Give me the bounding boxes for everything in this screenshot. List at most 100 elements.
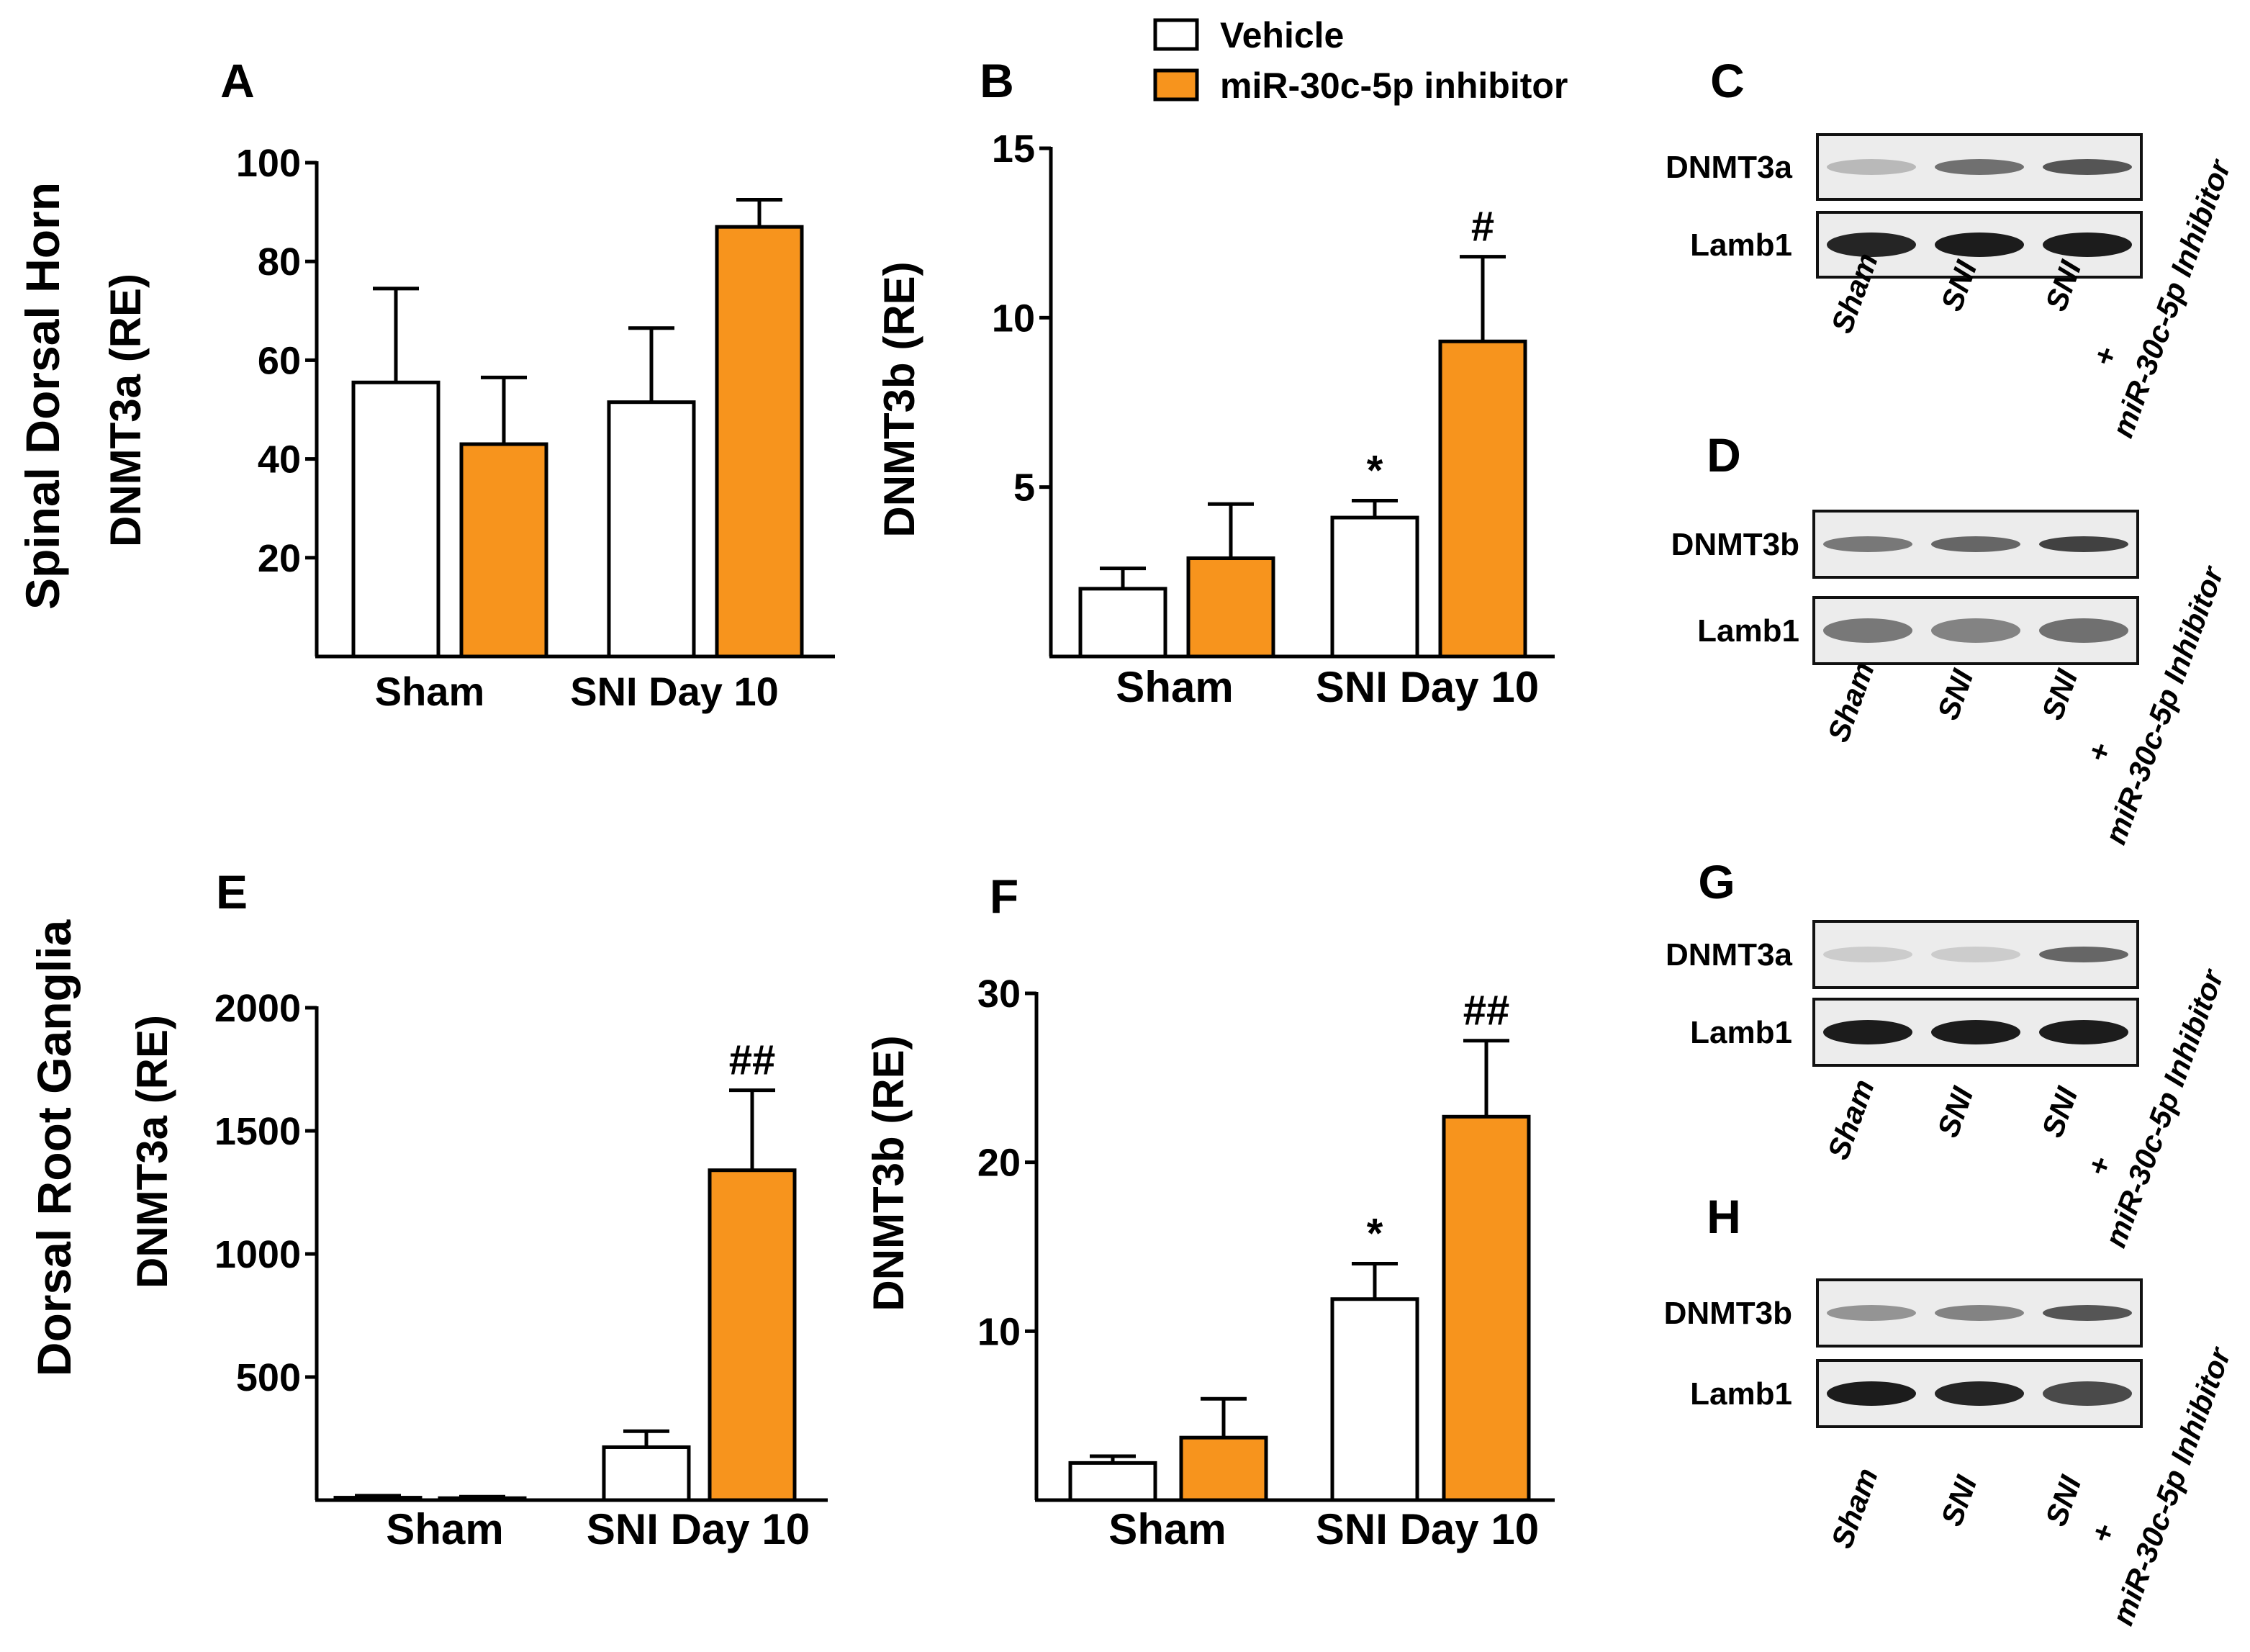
significance-marker: ## bbox=[729, 1037, 776, 1084]
blot-lane-label: SNI bbox=[2035, 664, 2084, 724]
blot-band bbox=[1935, 233, 2024, 257]
bar-vehicle-sni bbox=[602, 1445, 691, 1502]
bar-inhibitor-sni bbox=[1438, 339, 1527, 659]
blot-band bbox=[1935, 1305, 2024, 1321]
y-tick-label: 5 bbox=[1013, 466, 1035, 510]
blot-band bbox=[1827, 159, 1916, 175]
bar-inhibitor-sni bbox=[1442, 1114, 1531, 1502]
legend-label-vehicle: Vehicle bbox=[1220, 15, 1344, 55]
blot-row-label: Lamb1 bbox=[1697, 613, 1799, 649]
legend-label-inhibitor: miR-30c-5p inhibitor bbox=[1220, 66, 1568, 106]
x-category-label: SNI Day 10 bbox=[1316, 663, 1539, 711]
blot-band bbox=[2043, 1381, 2132, 1406]
x-category-label: SNI Day 10 bbox=[1316, 1505, 1539, 1553]
bar-inhibitor-sham bbox=[438, 1496, 527, 1502]
bar-inhibitor-sham bbox=[1186, 556, 1275, 659]
panel-a-chart: A DNMT3a (RE) 20 40 60 80 100 Sham SNI Day 10 bbox=[101, 54, 835, 714]
bar-inhibitor-sham bbox=[459, 442, 548, 659]
blot-band bbox=[2039, 1020, 2128, 1044]
x-category-label: Sham bbox=[1116, 663, 1233, 711]
x-category-label: Sham bbox=[375, 669, 485, 714]
blot-band bbox=[1823, 536, 1912, 552]
legend: Vehicle miR-30c-5p inhibitor bbox=[1153, 15, 1568, 106]
panel-label: F bbox=[990, 870, 1018, 923]
blot-band bbox=[2039, 618, 2128, 643]
panel-label: D bbox=[1707, 428, 1741, 482]
bar-vehicle-sni bbox=[1330, 1297, 1419, 1502]
blot-band bbox=[1827, 233, 1916, 257]
blot-band bbox=[2039, 947, 2128, 962]
y-tick-label: 20 bbox=[258, 537, 301, 580]
blot-lane-label: SNI bbox=[2035, 1082, 2084, 1142]
blot-row-label: Lamb1 bbox=[1690, 227, 1792, 263]
blot-band bbox=[1931, 618, 2020, 643]
y-tick-label: 100 bbox=[236, 142, 301, 185]
bar-vehicle-sni bbox=[1330, 515, 1419, 659]
panel-label: B bbox=[980, 54, 1014, 107]
blot-band bbox=[1823, 1020, 1912, 1044]
bar-inhibitor-sni bbox=[715, 225, 804, 659]
blot-band bbox=[1827, 1381, 1916, 1406]
blot-band bbox=[1823, 618, 1912, 643]
y-tick-label: 2000 bbox=[214, 987, 301, 1030]
significance-marker: ## bbox=[1463, 988, 1510, 1034]
y-axis-label: DNMT3a (RE) bbox=[128, 1015, 176, 1288]
y-axis-label: DNMT3b (RE) bbox=[875, 261, 923, 537]
blot-row-label: DNMT3b bbox=[1664, 1296, 1792, 1331]
panel-e-chart: E DNMT3a (RE) 500 1000 1500 2000 Sham SNI Day 1… bbox=[128, 865, 828, 1553]
blot-band bbox=[2039, 536, 2128, 552]
blot-lane-label: + bbox=[2080, 1152, 2118, 1180]
bar-inhibitor-sham bbox=[1179, 1435, 1268, 1502]
blot-lane-label: + bbox=[2080, 738, 2118, 766]
blot-band bbox=[2043, 1305, 2132, 1321]
y-tick-label: 10 bbox=[977, 1310, 1021, 1353]
bar-inhibitor-sni bbox=[708, 1168, 797, 1502]
panel-label: G bbox=[1698, 855, 1735, 908]
bar-vehicle-sham bbox=[351, 380, 440, 659]
y-axis-label: DNMT3a (RE) bbox=[101, 274, 150, 547]
y-tick-label: 1500 bbox=[214, 1110, 301, 1153]
y-tick-label: 40 bbox=[258, 438, 301, 482]
row-label-spinal-dorsal-horn: Spinal Dorsal Horn bbox=[16, 182, 69, 610]
blot-row-label: DNMT3a bbox=[1666, 937, 1793, 972]
legend-swatch-inhibitor bbox=[1153, 68, 1199, 101]
blot-lane-label: Sham bbox=[1821, 1075, 1881, 1164]
y-tick-label: 15 bbox=[992, 127, 1035, 171]
blot-lane-label: SNI bbox=[1930, 664, 1980, 724]
blot-lane-label: SNI bbox=[1934, 1471, 1984, 1530]
blot-band bbox=[1931, 536, 2020, 552]
x-category-label: Sham bbox=[1108, 1505, 1226, 1553]
panel-label: E bbox=[216, 865, 248, 918]
y-tick-label: 30 bbox=[977, 972, 1021, 1016]
bar-vehicle-sni bbox=[607, 400, 696, 659]
significance-marker: # bbox=[1471, 204, 1494, 250]
y-tick-label: 500 bbox=[236, 1356, 301, 1399]
blot-band bbox=[1935, 1381, 2024, 1406]
panel-b-chart: B DNMT3b (RE) 5 10 15 Sham SNI Day 10 * # bbox=[875, 54, 1555, 711]
panel-label: A bbox=[220, 54, 255, 107]
blot-lane-label: SNI bbox=[1930, 1082, 1980, 1142]
y-axis-label: DNMT3b (RE) bbox=[864, 1035, 913, 1311]
bar-vehicle-sham bbox=[1068, 1461, 1157, 1502]
blot-lane-label: Sham bbox=[1825, 1463, 1884, 1553]
panel-label: C bbox=[1710, 54, 1745, 107]
y-tick-label: 80 bbox=[258, 240, 301, 284]
y-tick-label: 60 bbox=[258, 339, 301, 382]
row-label-dorsal-root-ganglia: Dorsal Root Ganglia bbox=[27, 919, 81, 1377]
blot-lane-label: Sham bbox=[1821, 657, 1881, 746]
blot-band bbox=[2043, 233, 2132, 257]
bar-vehicle-sham bbox=[333, 1496, 423, 1502]
blot-row-label: Lamb1 bbox=[1690, 1376, 1792, 1412]
bar-vehicle-sham bbox=[1078, 587, 1167, 659]
y-tick-label: 10 bbox=[992, 297, 1035, 340]
blot-band bbox=[1931, 947, 2020, 962]
blot-row-label: DNMT3a bbox=[1666, 150, 1793, 185]
x-category-label: SNI Day 10 bbox=[587, 1505, 810, 1553]
blot-band bbox=[1827, 1305, 1916, 1321]
blot-band bbox=[1823, 947, 1912, 962]
